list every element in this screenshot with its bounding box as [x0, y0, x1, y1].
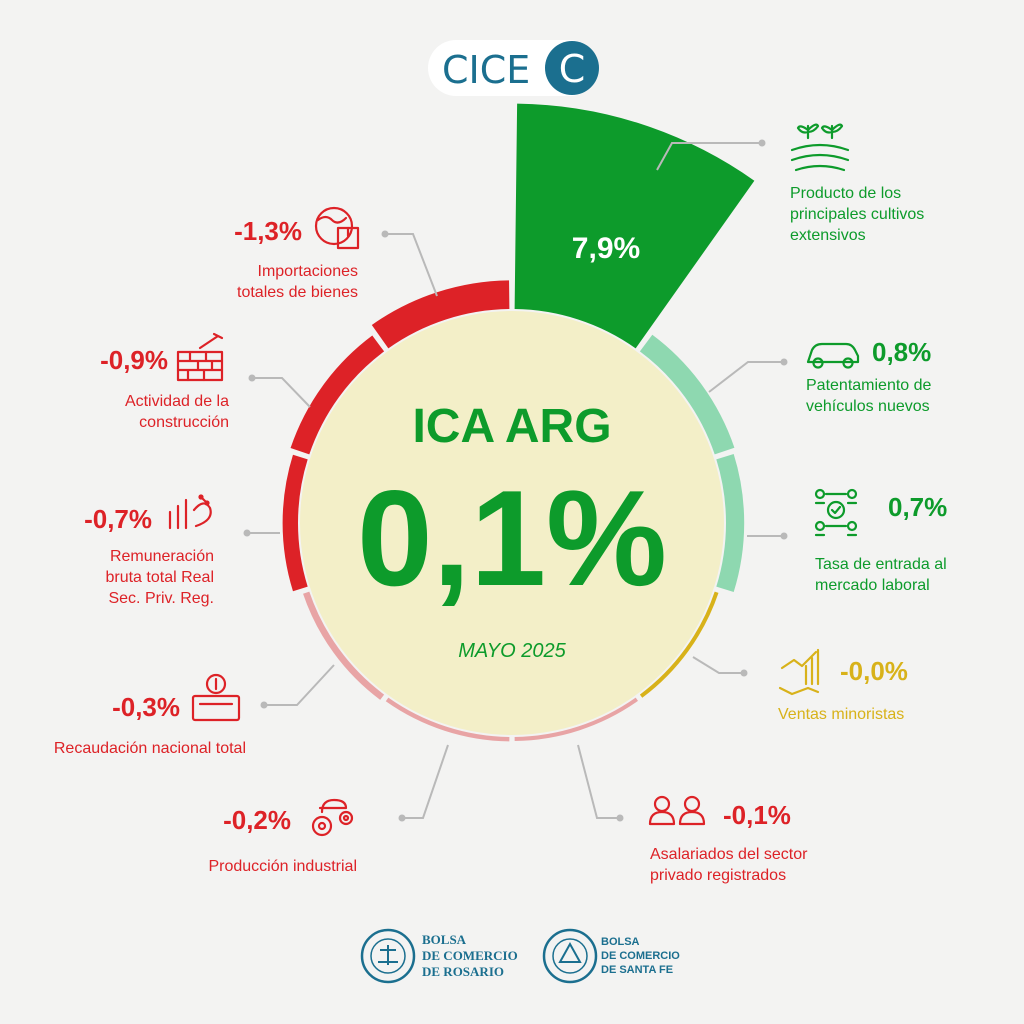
globe-import-icon: [314, 206, 360, 250]
leader-line-6: [402, 744, 449, 819]
center-title: ICA ARG: [412, 400, 611, 453]
outer-labels: 7,9% Producto de los principales cultivos e…: [54, 185, 947, 884]
series-label-9-line-2: construcción: [139, 414, 229, 431]
people-icon: [648, 795, 706, 826]
brick-wall-icon: [176, 332, 224, 382]
series-label-10-line-1: Importaciones: [258, 263, 359, 280]
series-label-3-line-2: mercado laboral: [815, 577, 930, 594]
leader-line-10: [385, 233, 438, 297]
segment-1-value: 7,9%: [572, 232, 640, 265]
salary-chart-icon: [168, 494, 212, 530]
value-label-7: -0,3%: [112, 692, 180, 722]
segment-1: [514, 103, 755, 349]
leader-lines: [243, 139, 788, 822]
leader-dot-4: [740, 669, 748, 677]
segment-10: [371, 280, 510, 349]
seal-santafe-inner: [552, 938, 588, 974]
value-label-3: 0,7%: [888, 492, 947, 522]
car-icon: [806, 342, 860, 369]
series-label-2-line-1: Patentamiento de: [806, 377, 932, 394]
segment-2: [639, 334, 735, 455]
retail-sales-icon: [778, 648, 820, 696]
leader-line-9: [252, 377, 311, 408]
leader-dot-5: [616, 814, 624, 822]
leader-dot-6: [398, 814, 406, 822]
series-label-7-line-1: Recaudación nacional total: [54, 740, 246, 757]
leader-dot-1: [758, 139, 766, 147]
seal-rosario-scales: [378, 945, 398, 965]
center-disc: [300, 311, 724, 735]
series-label-8-line-1: Remuneración: [110, 548, 214, 565]
logo-text: CICE: [442, 48, 530, 92]
series-label-1-line-3: extensivos: [790, 227, 866, 244]
leader-dot-3: [780, 532, 788, 540]
center-period: MAYO 2025: [458, 640, 566, 662]
segment-3: [716, 453, 745, 593]
leader-dot-8: [243, 529, 251, 537]
value-label-9: -0,9%: [100, 345, 168, 375]
santafe-line-1: BOLSA: [601, 936, 640, 948]
leader-dot-9: [248, 374, 256, 382]
network-people-icon: [814, 488, 858, 537]
series-label-2-line-2: vehículos nuevos: [806, 398, 930, 415]
series-label-9-line-1: Actividad de la: [125, 393, 229, 410]
seal-santafe-icon: [542, 928, 598, 984]
series-label-4-line-1: Ventas minoristas: [778, 706, 904, 723]
seal-rosario-inner: [370, 938, 406, 974]
center-value: 0,1%: [357, 462, 667, 614]
leader-line-7: [264, 664, 335, 706]
series-label-3-line-1: Tasa de entrada al: [815, 556, 947, 573]
santafe-line-3: DE SANTA FE: [601, 964, 673, 976]
logo-badge: [545, 41, 599, 95]
seal-rosario-icon: [360, 928, 416, 984]
series-label-1-line-2: principales cultivos: [790, 206, 924, 223]
series-label-8-line-3: Sec. Priv. Reg.: [108, 590, 214, 607]
seal-santafe-emblem: [558, 941, 582, 963]
rosario-line-2: DE COMERCIO: [422, 948, 518, 963]
segment-9: [290, 335, 385, 455]
logo-badge-letter: C: [559, 47, 586, 91]
tax-box-icon: [191, 673, 241, 722]
value-label-10: -1,3%: [234, 216, 302, 246]
industry-gears-icon: [311, 798, 354, 837]
segment-8: [282, 454, 308, 592]
value-label-4: -0,0%: [840, 656, 908, 686]
series-label-6-line-1: Producción industrial: [208, 858, 357, 875]
segment-6: [385, 697, 510, 742]
leader-dot-10: [381, 230, 389, 238]
crops-icon: [790, 123, 850, 172]
value-label-2: 0,8%: [872, 337, 931, 367]
rosario-line-3: DE ROSARIO: [422, 964, 504, 979]
segment-5: [514, 697, 638, 741]
bolsa-rosario-logo: BOLSA DE COMERCIO DE ROSARIO: [360, 928, 518, 984]
segments: [282, 103, 755, 742]
rosario-line-1: BOLSA: [422, 932, 467, 947]
series-label-8-line-2: bruta total Real: [105, 569, 214, 586]
leader-line-2: [708, 361, 784, 393]
segment-7: [303, 591, 385, 700]
series-label-5-line-2: privado registrados: [650, 867, 786, 884]
series-label-5-line-1: Asalariados del sector: [650, 846, 808, 863]
leader-line-4: [692, 656, 744, 674]
leader-line-1: [656, 142, 762, 171]
value-label-6: -0,2%: [223, 805, 291, 835]
santafe-line-2: DE COMERCIO: [601, 950, 680, 962]
icons: [168, 123, 860, 837]
leader-dot-2: [780, 358, 788, 366]
value-label-8: -0,7%: [84, 504, 152, 534]
series-label-10-line-2: totales de bienes: [237, 284, 358, 301]
bolsa-santafe-logo: BOLSA DE COMERCIO DE SANTA FE: [542, 928, 680, 984]
series-label-1-line-1: Producto de los: [790, 185, 901, 202]
leader-line-5: [577, 744, 620, 819]
leader-dot-7: [260, 701, 268, 709]
value-label-5: -0,1%: [723, 800, 791, 830]
cicec-logo: CICE C: [428, 40, 599, 96]
